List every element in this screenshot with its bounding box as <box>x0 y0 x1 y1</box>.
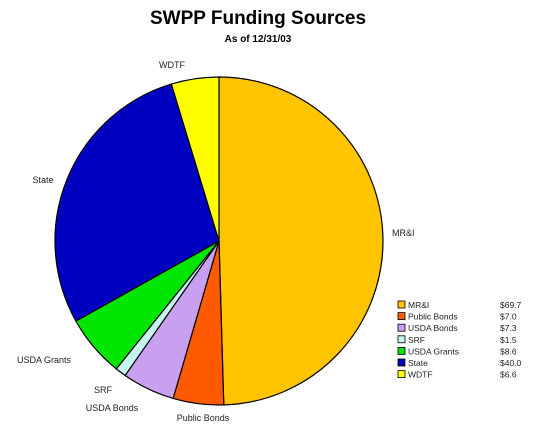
pie-slice-wdtf <box>170 76 220 242</box>
pie-slices <box>54 76 384 406</box>
legend: MR&I $69.7 Public Bonds $7.0 USDA Bonds $7.3 S… <box>397 300 522 380</box>
chart-subtitle: As of 12/31/03 <box>225 34 292 45</box>
slice-label: Public Bonds <box>177 413 230 423</box>
legend-label: USDA Grants <box>408 346 459 356</box>
legend-swatch <box>397 370 406 379</box>
legend-value: $7.3 <box>500 323 517 333</box>
legend-swatch <box>397 346 406 355</box>
legend-label: WDTF <box>408 370 433 380</box>
slice-label: USDA Grants <box>17 355 72 365</box>
legend-value: $6.6 <box>500 370 517 380</box>
slice-labels: MR&I Public Bonds USDA Bonds SRF USDA Grants… <box>17 60 415 423</box>
legend-label: Public Bonds <box>408 312 458 322</box>
legend-value: $40.0 <box>500 358 522 368</box>
legend-swatch <box>397 312 406 321</box>
legend-swatch <box>397 358 406 367</box>
legend-label: State <box>408 358 428 368</box>
slice-label: State <box>32 175 53 185</box>
legend-swatch <box>397 323 406 332</box>
legend-label: MR&I <box>408 300 429 310</box>
legend-label: SRF <box>408 335 425 345</box>
slice-label: MR&I <box>392 228 415 238</box>
legend-value: $7.0 <box>500 312 517 322</box>
slice-label: WDTF <box>159 60 185 70</box>
slice-label: SRF <box>94 385 113 395</box>
legend-value: $69.7 <box>500 300 522 310</box>
pie-slice-state <box>54 83 220 322</box>
legend-swatch <box>397 300 406 309</box>
pie-slice-mr-i <box>218 76 384 406</box>
legend-value: $1.5 <box>500 335 517 345</box>
legend-swatch <box>397 335 406 344</box>
chart-title: SWPP Funding Sources <box>150 8 366 29</box>
slice-label: USDA Bonds <box>86 403 139 413</box>
legend-label: USDA Bonds <box>408 323 458 333</box>
legend-value: $8.6 <box>500 346 517 356</box>
